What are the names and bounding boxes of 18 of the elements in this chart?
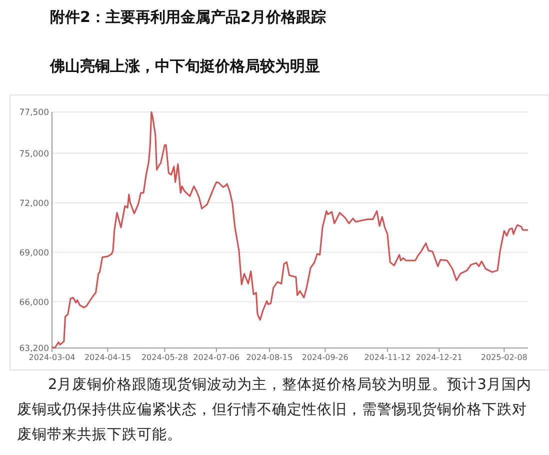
- y-tick-label: 69,000: [19, 248, 49, 258]
- chart-title: 附件2：主要再利用金属产品2月价格跟踪: [50, 8, 326, 27]
- x-tick-label: 2024-09-26: [302, 353, 348, 362]
- y-tick-label: 75,000: [19, 149, 49, 160]
- y-tick-label: 72,000: [19, 198, 49, 209]
- x-tick-label: 2024-05-28: [141, 353, 188, 362]
- x-tick-label: 2024-07-06: [193, 353, 240, 362]
- x-tick-label: 2025-02-08: [480, 353, 528, 362]
- y-tick-label: 63,200: [19, 344, 49, 354]
- y-tick-label: 66,000: [19, 298, 49, 308]
- x-tick-label: 2024-11-12: [364, 353, 411, 362]
- x-tick-label: 2024-04-15: [84, 353, 131, 362]
- x-tick-label: 2024-12-21: [416, 353, 462, 362]
- chart-subtitle: 佛山亮铜上涨，中下旬挺价格局较为明显: [50, 57, 320, 76]
- x-tick-label: 2024-03-04: [28, 353, 76, 362]
- y-tick-label: 77,500: [19, 108, 49, 118]
- text: 2月废铜价格跟随现货铜波动为主，整体挺价格局较为明显。预计3月国内废铜或仍保持供应偏紧状态，但行情不确定性依旧，需警惕现货铜价格下跌对废铜带来共振下跌可能。: [17, 376, 532, 445]
- x-tick-label: 2024-08-15: [246, 353, 293, 362]
